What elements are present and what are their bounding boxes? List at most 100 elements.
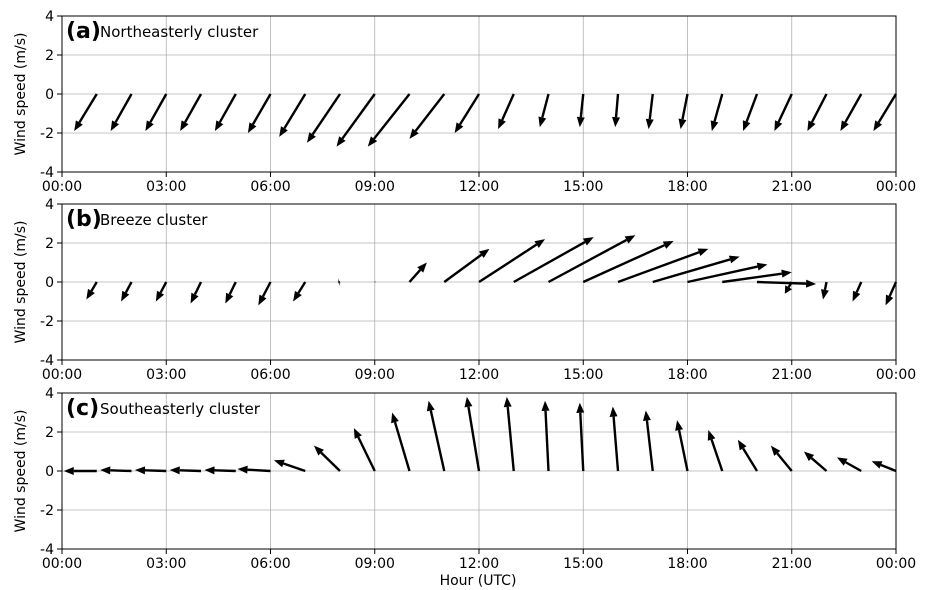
wind-arrow-head — [391, 412, 399, 424]
y-tick-label: -4 — [40, 165, 54, 181]
x-tick-label: 06:00 — [250, 179, 290, 195]
x-tick-label: 06:00 — [250, 367, 290, 383]
wind-arrow-head — [155, 290, 165, 302]
y-tick-label: 0 — [45, 275, 54, 291]
wind-arrow-head — [190, 292, 199, 304]
x-tick-label: 00:00 — [42, 179, 82, 195]
wind-arrow-shaft — [283, 93, 307, 129]
x-tick-label: 00:00 — [876, 367, 916, 383]
wind-arrow-shaft — [579, 412, 585, 472]
y-axis-label: Wind speed (m/s) — [13, 33, 29, 156]
wind-arrow — [836, 457, 862, 473]
wind-arrow — [774, 93, 793, 132]
wind-arrow-shaft — [429, 410, 446, 472]
wind-arrow-head — [582, 237, 594, 246]
x-tick-label: 12:00 — [459, 556, 499, 572]
wind-arrow — [225, 281, 237, 304]
y-tick-label: -4 — [40, 353, 54, 369]
wind-arrow-shaft — [877, 93, 898, 124]
x-tick-label: 21:00 — [772, 179, 812, 195]
wind-arrow-shaft — [179, 469, 202, 473]
wind-arrow-head — [336, 136, 346, 147]
wind-arrow-head — [624, 235, 636, 244]
x-tick-label: 06:00 — [250, 556, 290, 572]
wind-arrow-shaft — [114, 93, 133, 123]
y-tick-label: 4 — [45, 197, 54, 213]
wind-arrow-head — [836, 457, 848, 466]
wind-arrow-shaft — [478, 243, 538, 284]
y-tick-label: 4 — [45, 9, 54, 25]
wind-arrow-shaft — [777, 93, 793, 123]
wind-arrow-head — [612, 116, 621, 128]
wind-arrow-shaft — [144, 469, 167, 473]
wind-arrow-head — [454, 122, 464, 133]
wind-arrow-shaft — [645, 420, 654, 472]
wind-arrow — [687, 262, 768, 284]
wind-arrow — [576, 402, 585, 472]
wind-arrow-head — [538, 116, 547, 128]
wind-arrow — [338, 278, 341, 287]
wind-arrow-shaft — [124, 281, 133, 294]
wind-arrow — [840, 93, 863, 132]
wind-arrow-shaft — [414, 93, 446, 132]
wind-arrow-head — [204, 466, 215, 475]
wind-arrow-head — [110, 120, 120, 132]
wind-arrow-shaft — [501, 93, 515, 121]
wind-arrow-shaft — [582, 244, 665, 284]
wind-arrow-head — [697, 248, 709, 257]
wind-arrow-shaft — [756, 280, 807, 285]
wind-arrow-shaft — [458, 93, 481, 126]
wind-arrow-shaft — [159, 281, 168, 294]
wind-arrow-shaft — [506, 406, 515, 472]
wind-arrow-head — [803, 451, 815, 462]
wind-arrow-head — [871, 461, 883, 469]
y-axis-label: Wind speed (m/s) — [13, 221, 29, 344]
wind-arrow-shaft — [579, 93, 585, 118]
y-tick-label: -2 — [40, 314, 54, 330]
wind-arrow — [885, 281, 898, 306]
wind-arrow-shaft — [357, 436, 376, 472]
wind-arrow — [645, 93, 654, 130]
wind-arrow-shaft — [710, 439, 724, 472]
wind-arrow-head — [169, 466, 180, 475]
x-tick-label: 18:00 — [667, 179, 707, 195]
wind-arrow-head — [86, 288, 95, 300]
wind-arrow-head — [498, 118, 506, 130]
wind-arrow — [707, 430, 724, 472]
wind-arrow-shaft — [218, 93, 237, 123]
wind-arrow-head — [662, 241, 674, 249]
wind-arrow — [756, 279, 817, 288]
wind-arrow-head — [279, 126, 288, 137]
wind-arrow-shaft — [544, 410, 550, 472]
x-tick-label: 12:00 — [459, 179, 499, 195]
wind-arrow-head — [840, 120, 849, 132]
wind-arrow — [538, 93, 550, 128]
wind-arrow — [145, 93, 168, 132]
x-tick-label: 15:00 — [563, 556, 603, 572]
wind-arrow — [871, 461, 897, 473]
wind-arrow — [609, 406, 620, 472]
x-tick-label: 03:00 — [146, 556, 186, 572]
wind-arrow — [273, 459, 306, 473]
x-tick-label: 00:00 — [42, 367, 82, 383]
wind-arrow-shaft — [810, 93, 828, 123]
wind-arrow-shaft — [787, 281, 793, 288]
wind-arrow-shaft — [228, 281, 237, 295]
wind-arrow-head — [478, 248, 490, 258]
wind-arrow — [478, 239, 546, 284]
wind-arrow-head — [807, 120, 816, 132]
wind-arrow-head — [852, 290, 861, 302]
panel-letter: (c) — [66, 396, 99, 421]
wind-arrow-head — [576, 402, 585, 413]
wind-arrow-head — [258, 294, 267, 306]
wind-arrow-head — [609, 406, 618, 417]
wind-arrow-head — [145, 120, 154, 132]
wind-arrow — [503, 396, 515, 472]
x-tick-label: 03:00 — [146, 179, 186, 195]
wind-arrow — [155, 281, 168, 302]
wind-arrow-head — [464, 396, 473, 408]
wind-arrow-head — [306, 132, 316, 143]
panel-3: -4 -2 0 2 4 00:00 03:00 06:00 09:00 12:00 15:00 18:… — [13, 386, 916, 572]
wind-arrow-shaft — [90, 281, 98, 292]
